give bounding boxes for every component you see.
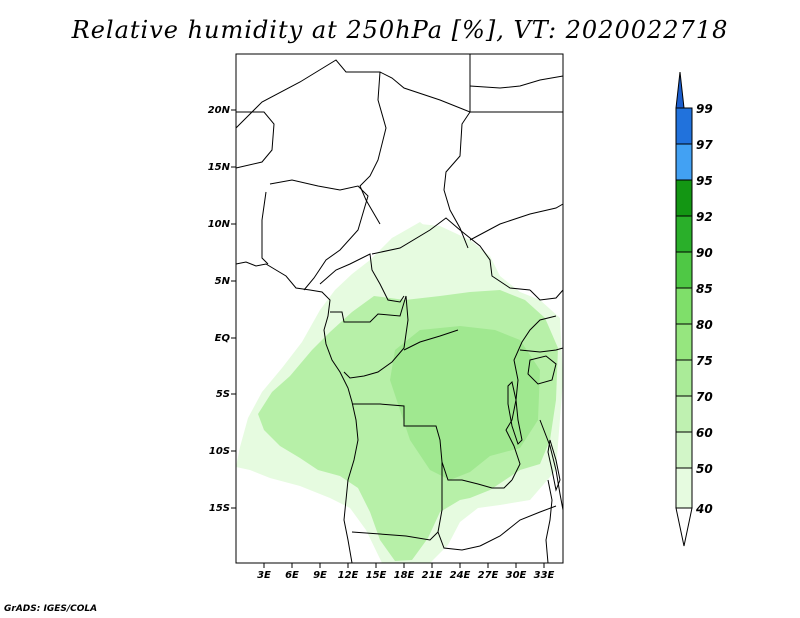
lon-tick-label: 3E [257, 570, 271, 581]
border-cameroon [319, 253, 405, 303]
map-title: Relative humidity at 250hPa [%], VT: 202… [71, 16, 729, 44]
border-congo [330, 295, 409, 379]
colorbar-segment [675, 179, 693, 217]
colorbar: 99 97 95 92 90 85 80 75 70 60 50 40 [675, 71, 713, 547]
lon-tick-label: 18E [394, 570, 415, 581]
country-borders [235, 54, 564, 564]
border-zambia-south [479, 505, 557, 547]
border-nigeria-benin [261, 191, 269, 265]
border-algeria-mali [235, 54, 471, 129]
border-namibia [351, 531, 439, 541]
border-sudan-south [469, 203, 564, 241]
colorbar-label: 92 [696, 210, 713, 224]
colorbar-cap-top [675, 71, 685, 109]
lon-tick-label: 6E [285, 570, 299, 581]
lat-tick-label: 5N [215, 276, 231, 287]
lat-tick-label: 20N [208, 105, 231, 116]
coastline-west [235, 261, 359, 564]
border-drc-east [505, 315, 557, 481]
lon-axis: 3E 6E 9E 12E 15E 18E 21E 24E 27E 30E 33E [257, 563, 555, 581]
lon-tick-label: 27E [478, 570, 499, 581]
lon-tick-label: 21E [422, 570, 443, 581]
lake-malawi [547, 439, 561, 492]
colorbar-label: 60 [696, 426, 713, 440]
lat-tick-label: 10N [208, 219, 231, 230]
lon-tick-label: 24E [450, 570, 471, 581]
border-nigeria [269, 179, 369, 291]
border-tanzania [539, 419, 564, 511]
colorbar-segment [675, 215, 693, 253]
colorbar-label: 90 [696, 246, 713, 260]
colorbar-segment [675, 143, 693, 181]
border-mozambique [545, 479, 553, 564]
colorbar-label: 99 [696, 102, 713, 116]
colorbar-label: 70 [696, 390, 713, 404]
lake-tanganyika [507, 381, 523, 445]
lat-tick-label: 10S [209, 446, 230, 457]
colorbar-label: 80 [696, 318, 713, 332]
colorbar-label: 40 [695, 502, 713, 516]
border-car [371, 217, 531, 291]
colorbar-segment [675, 107, 693, 145]
river-congo [403, 329, 459, 351]
colorbar-segment [675, 251, 693, 289]
lon-tick-label: 9E [313, 570, 327, 581]
lat-axis: 20N 15N 10N 5N EQ 5S 10S 15S [208, 105, 236, 514]
lake-victoria [527, 355, 557, 385]
humidity-field-dark [390, 326, 540, 480]
lat-tick-label: 5S [216, 389, 230, 400]
colorbar-segment [675, 287, 693, 325]
colorbar-segment [675, 359, 693, 397]
colorbar-segment [675, 467, 693, 509]
colorbar-segment [675, 431, 693, 469]
border-east-misc [469, 75, 564, 89]
colorbar-segment [675, 395, 693, 433]
border-niger-chad [359, 71, 387, 225]
colorbar-label: 75 [696, 354, 713, 368]
border-angola-zambia [437, 462, 481, 551]
colorbar-label: 85 [696, 282, 713, 296]
lat-tick-label: 15N [208, 162, 231, 173]
border-lake-region [519, 347, 564, 353]
lat-tick-label: EQ [215, 333, 231, 344]
colorbar-label: 97 [696, 138, 713, 152]
border-chad-sudan [443, 111, 471, 249]
colorbar-label: 95 [696, 174, 713, 188]
lat-tick-label: 15S [209, 503, 230, 514]
border-mali-niger [235, 111, 275, 169]
lon-tick-label: 15E [366, 570, 387, 581]
grads-credit: GrADS: IGES/COLA [4, 604, 98, 614]
humidity-field-north-strip [372, 222, 432, 268]
lon-tick-label: 30E [506, 570, 527, 581]
lon-tick-label: 12E [338, 570, 359, 581]
colorbar-label: 50 [696, 462, 713, 476]
lon-tick-label: 33E [534, 570, 555, 581]
colorbar-segment [675, 323, 693, 361]
colorbar-cap-bottom [675, 507, 693, 547]
border-east-africa [529, 289, 564, 301]
map-frame [235, 53, 564, 564]
